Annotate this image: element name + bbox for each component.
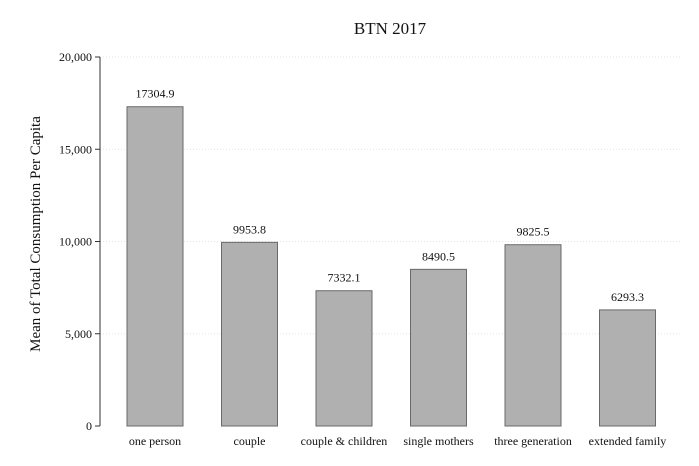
y-tick-label: 0 [86, 419, 92, 433]
y-tick-label: 20,000 [59, 50, 92, 64]
bar [221, 241, 278, 427]
data-label: 9825.5 [517, 225, 550, 239]
gridlines [100, 56, 680, 335]
x-tick-label: extended family [589, 434, 667, 448]
chart-title: BTN 2017 [354, 19, 427, 38]
bar [126, 106, 184, 427]
y-axis-label: Mean of Total Consumption Per Capita [28, 116, 44, 352]
data-label: 6293.3 [611, 290, 644, 304]
bars [126, 106, 656, 427]
data-labels: 17304.9 9953.8 7332.1 8490.5 9825.5 6293.3 [136, 87, 645, 304]
bar [504, 244, 562, 427]
y-tick-label: 15,000 [59, 142, 92, 156]
x-tick-label: three generation [494, 434, 572, 448]
y-tick-label: 10,000 [59, 235, 92, 249]
x-tick-label: couple & children [301, 434, 388, 448]
y-tick-label: 5,000 [65, 327, 92, 341]
data-label: 9953.8 [233, 222, 266, 236]
x-axis-categories: one person couple couple & children single … [129, 434, 666, 448]
y-axis: 0 5,000 10,000 15,000 20,000 [59, 50, 101, 433]
bar [315, 290, 373, 427]
data-label: 8490.5 [422, 249, 455, 263]
bar [410, 268, 467, 427]
x-tick-label: single mothers [403, 434, 474, 448]
x-tick-label: couple [234, 434, 266, 448]
x-tick-label: one person [129, 434, 181, 448]
bar [599, 309, 656, 427]
data-label: 17304.9 [136, 87, 175, 101]
data-label: 7332.1 [328, 271, 361, 285]
